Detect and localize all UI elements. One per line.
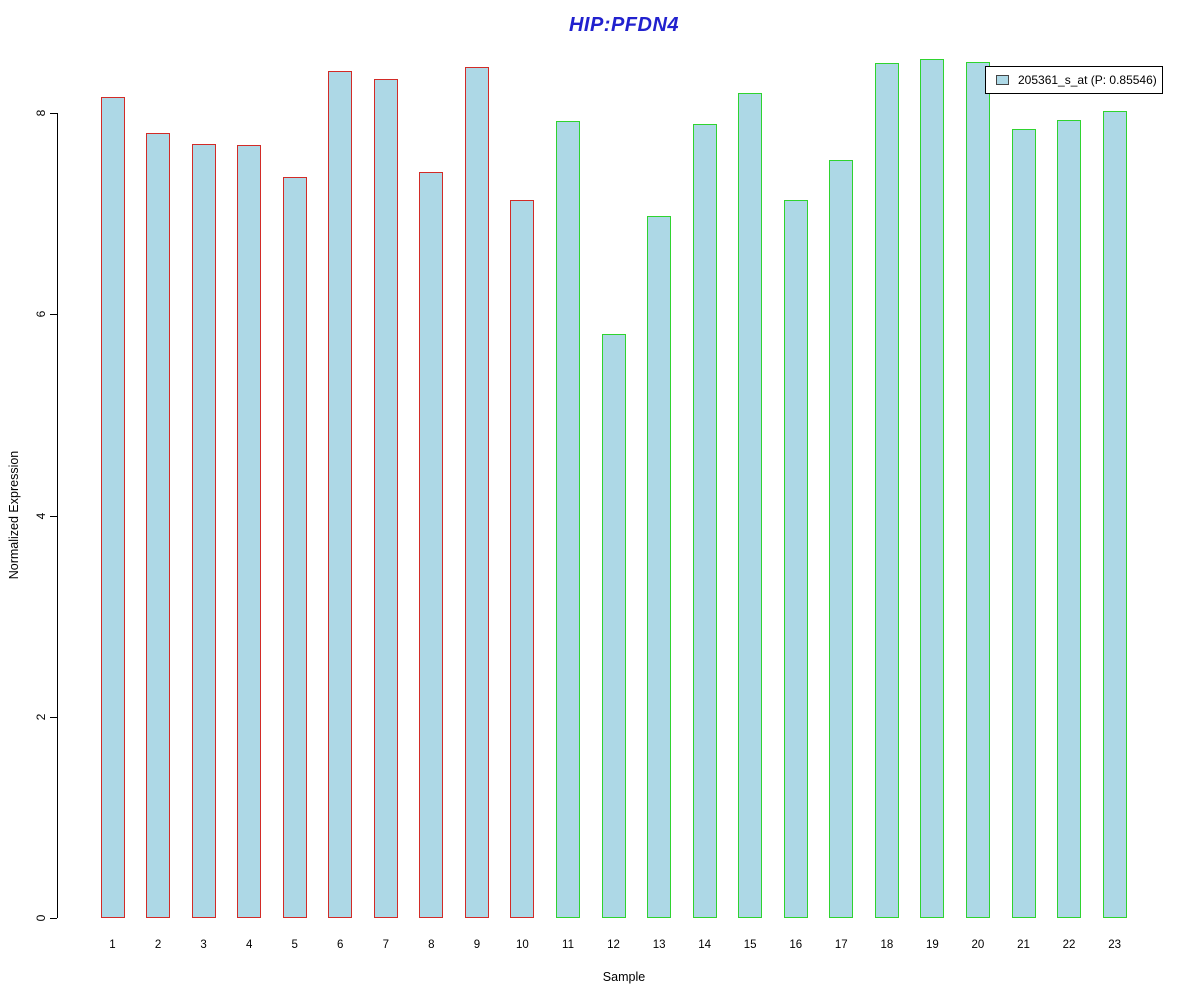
y-axis-line <box>57 113 58 918</box>
bar-sample-22 <box>1057 120 1082 918</box>
bar-sample-9 <box>464 66 489 918</box>
bar-sample-2 <box>146 133 171 918</box>
y-tick-8 <box>50 113 57 115</box>
x-tick-label-19: 19 <box>925 939 939 951</box>
x-tick-label-12: 12 <box>607 939 620 951</box>
y-tick-label-8: 8 <box>34 109 48 117</box>
bar-sample-21 <box>1011 129 1036 918</box>
bar-sample-3 <box>191 144 216 918</box>
bar-sample-8 <box>419 171 444 918</box>
bar-sample-10 <box>510 199 535 918</box>
x-tick-label-15: 15 <box>743 939 757 951</box>
x-axis-label: Sample <box>602 970 646 984</box>
x-tick-label-21: 21 <box>1017 939 1030 951</box>
x-tick-label-22: 22 <box>1062 939 1076 951</box>
y-tick-0 <box>50 918 57 919</box>
x-tick-label-2: 2 <box>154 939 162 951</box>
legend-swatch-icon <box>996 75 1009 85</box>
bar-sample-11 <box>556 121 580 918</box>
x-tick-label-1: 1 <box>109 939 116 951</box>
y-tick-label-4: 4 <box>34 512 48 519</box>
x-tick-label-5: 5 <box>291 939 298 951</box>
y-tick-4 <box>50 515 57 517</box>
bar-sample-13 <box>647 215 672 918</box>
x-tick-label-18: 18 <box>880 939 894 951</box>
x-tick-label-20: 20 <box>971 939 985 951</box>
x-tick-label-23: 23 <box>1108 939 1121 951</box>
x-tick-label-10: 10 <box>516 939 529 951</box>
bar-sample-6 <box>328 70 353 918</box>
bar-sample-7 <box>373 78 398 918</box>
bar-sample-1 <box>100 97 125 918</box>
x-tick-label-14: 14 <box>698 939 712 951</box>
y-tick-label-2: 2 <box>34 713 48 721</box>
bar-sample-16 <box>783 199 808 918</box>
x-tick-label-7: 7 <box>382 939 389 951</box>
legend: 205361_s_at (P: 0.85546) <box>985 66 1163 94</box>
x-tick-label-4: 4 <box>245 939 253 951</box>
y-tick-2 <box>50 716 57 718</box>
x-tick-label-16: 16 <box>789 939 803 951</box>
y-axis-label: Normalized Expression <box>7 450 21 580</box>
x-tick-label-3: 3 <box>200 939 207 951</box>
chart-title: HIP:PFDN4 <box>568 14 680 36</box>
bar-sample-18 <box>874 62 899 918</box>
bar-sample-5 <box>282 176 307 918</box>
x-tick-label-17: 17 <box>834 939 848 951</box>
x-tick-label-11: 11 <box>562 939 574 951</box>
y-tick-label-6: 6 <box>34 311 48 318</box>
bar-sample-23 <box>1102 111 1127 918</box>
legend-label: 205361_s_at (P: 0.85546) <box>1018 73 1157 87</box>
x-tick-label-13: 13 <box>652 939 666 951</box>
y-tick-label-0: 0 <box>34 914 48 922</box>
bar-sample-12 <box>601 333 626 918</box>
x-tick-label-8: 8 <box>428 939 435 951</box>
bar-sample-17 <box>829 160 854 918</box>
x-tick-label-6: 6 <box>337 939 344 951</box>
bar-sample-19 <box>920 58 945 918</box>
bar-sample-14 <box>692 124 717 918</box>
y-tick-6 <box>50 314 57 316</box>
bar-sample-15 <box>738 93 763 918</box>
x-tick-label-9: 9 <box>473 939 481 951</box>
bar-sample-20 <box>965 61 990 918</box>
bar-sample-4 <box>237 145 262 918</box>
